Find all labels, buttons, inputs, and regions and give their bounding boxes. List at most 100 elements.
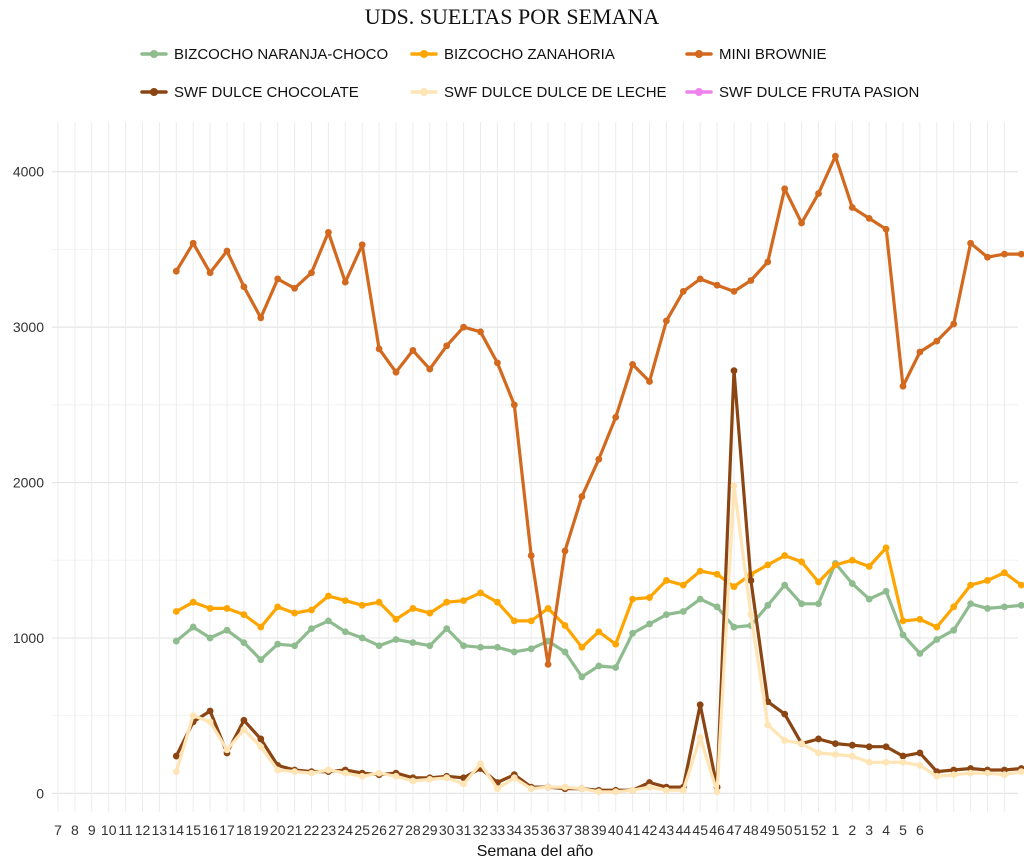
legend-key <box>410 47 438 61</box>
legend-item: SWF DULCE CHOCOLATE <box>140 80 359 104</box>
data-point <box>950 320 958 328</box>
series-0 <box>172 559 1024 681</box>
legend-key <box>685 85 713 99</box>
legend-item: MINI BROWNIE <box>685 42 827 66</box>
data-point <box>696 275 704 283</box>
data-point <box>223 626 231 634</box>
data-point <box>882 587 890 595</box>
data-point <box>189 598 197 606</box>
data-point <box>477 589 484 597</box>
data-point <box>341 628 349 636</box>
data-point <box>375 642 383 650</box>
series-4 <box>172 482 1024 796</box>
data-point <box>308 625 315 633</box>
x-tick-label: 28 <box>405 822 421 838</box>
x-tick-label: 34 <box>507 822 523 838</box>
data-point <box>358 772 366 780</box>
x-tick-label: 11 <box>118 822 133 838</box>
x-tick-label: 37 <box>557 822 573 838</box>
x-tick-label: 19 <box>253 822 269 838</box>
data-point <box>443 774 451 782</box>
data-point <box>341 597 349 605</box>
data-point <box>798 740 805 748</box>
data-point <box>206 605 214 612</box>
x-tick-label: 16 <box>202 822 218 838</box>
data-point <box>646 620 653 628</box>
data-point <box>713 570 721 578</box>
x-tick-label: 26 <box>371 822 387 838</box>
x-tick-label: 24 <box>338 822 354 838</box>
x-tick-label: 17 <box>219 822 235 838</box>
data-point <box>223 746 231 754</box>
data-point <box>325 766 332 774</box>
data-point <box>494 359 501 367</box>
data-point <box>172 608 180 615</box>
data-point <box>341 769 349 777</box>
data-point <box>679 786 687 794</box>
x-tick-label: 18 <box>236 822 252 838</box>
data-point <box>544 660 552 668</box>
data-point <box>764 561 772 569</box>
data-point <box>747 277 755 284</box>
data-point <box>882 758 890 766</box>
x-tick-label: 12 <box>135 822 151 838</box>
data-point <box>308 606 315 614</box>
data-point <box>206 634 214 642</box>
legend-key <box>140 85 168 99</box>
data-point <box>781 710 789 718</box>
data-point <box>764 601 772 609</box>
data-point <box>544 783 552 791</box>
data-point <box>291 768 298 775</box>
data-point <box>189 623 197 631</box>
data-point <box>967 239 974 247</box>
x-tick-label: 21 <box>287 822 303 838</box>
data-point <box>1001 766 1008 774</box>
data-point <box>899 382 907 390</box>
data-point <box>663 786 670 794</box>
data-point <box>612 413 620 421</box>
data-point <box>409 639 417 647</box>
data-point <box>747 577 755 584</box>
legend-label: SWF DULCE CHOCOLATE <box>174 83 359 101</box>
data-point <box>561 547 569 555</box>
data-point <box>561 648 569 656</box>
data-point <box>984 769 991 777</box>
x-tick-label: 46 <box>709 822 725 838</box>
data-point <box>510 774 518 782</box>
data-point <box>460 780 467 788</box>
data-point <box>967 600 974 608</box>
data-point <box>426 365 434 373</box>
data-point <box>713 281 721 289</box>
data-point <box>392 636 400 643</box>
data-point <box>781 581 789 589</box>
data-point <box>646 594 653 601</box>
data-point <box>679 608 687 615</box>
legend-label: SWF DULCE FRUTA PASION <box>719 83 920 101</box>
data-point <box>1001 569 1008 577</box>
data-point <box>291 284 298 292</box>
data-point <box>629 361 636 368</box>
data-point <box>950 626 958 634</box>
x-tick-label: 40 <box>608 822 624 838</box>
legend-key <box>410 85 438 99</box>
data-point <box>443 598 451 606</box>
x-tick-label: 25 <box>354 822 370 838</box>
data-point <box>494 643 501 651</box>
data-point <box>240 716 248 724</box>
data-point <box>933 772 941 780</box>
data-point <box>646 783 653 791</box>
legend-label: BIZCOCHO NARANJA-CHOCO <box>174 45 389 63</box>
data-point <box>206 707 214 715</box>
x-tick-label: 45 <box>692 822 708 838</box>
data-point <box>933 636 941 643</box>
data-point <box>848 741 856 749</box>
data-point <box>443 625 451 633</box>
y-tick-label: 4000 <box>13 164 44 180</box>
data-point <box>358 601 366 609</box>
data-point <box>1017 250 1024 258</box>
x-tick-label: 9 <box>88 822 96 838</box>
x-tick-label: 13 <box>152 822 168 838</box>
data-point <box>494 598 501 606</box>
data-point <box>527 617 535 625</box>
data-point <box>325 592 332 600</box>
